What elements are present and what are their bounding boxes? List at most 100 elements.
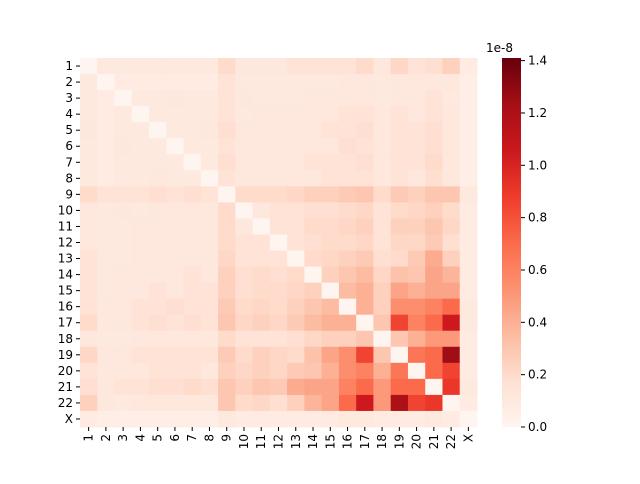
heatmap-cell	[442, 378, 461, 396]
heatmap-cell	[200, 378, 219, 396]
heatmap-cell	[269, 346, 288, 364]
heatmap-cell	[338, 362, 357, 380]
heatmap-cell	[269, 314, 288, 332]
heatmap-cell	[425, 234, 443, 252]
heatmap-cell	[114, 122, 133, 139]
heatmap-cell	[425, 74, 443, 91]
y-tick-label: 10	[58, 203, 73, 217]
heatmap-cell	[338, 90, 357, 107]
heatmap-cell	[338, 138, 357, 155]
heatmap-cell	[166, 106, 185, 123]
heatmap-cell	[200, 186, 219, 203]
heatmap-cell	[80, 122, 98, 139]
heatmap-cell	[459, 106, 478, 123]
heatmap-cell	[235, 362, 254, 380]
heatmap-cell	[287, 378, 305, 396]
heatmap-cell	[321, 202, 340, 219]
heatmap-cell	[407, 138, 426, 155]
heatmap-cell	[218, 218, 236, 235]
heatmap-cell	[218, 346, 236, 364]
heatmap-cell	[183, 234, 202, 252]
heatmap-cell	[442, 186, 461, 203]
heatmap-cell	[338, 106, 357, 123]
heatmap-cell	[235, 90, 254, 107]
heatmap-cell	[97, 298, 116, 316]
heatmap-cell	[269, 394, 288, 412]
heatmap-cell	[252, 346, 271, 364]
heatmap-cell	[407, 106, 426, 123]
heatmap-cell	[304, 202, 323, 219]
heatmap-cell	[373, 282, 392, 300]
heatmap-cell	[183, 170, 202, 187]
heatmap-cell	[149, 298, 167, 316]
heatmap-cell	[338, 58, 357, 75]
heatmap-cell	[356, 346, 374, 364]
heatmap-cell	[459, 266, 478, 284]
heatmap-cell	[338, 266, 357, 284]
heatmap-cell	[356, 234, 374, 252]
heatmap-cell	[459, 394, 478, 412]
heatmap-cell	[304, 346, 323, 364]
heatmap-cell	[356, 74, 374, 91]
heatmap-cell	[218, 122, 236, 139]
heatmap-cell	[114, 266, 133, 284]
heatmap-cell	[338, 234, 357, 252]
heatmap-cell	[166, 410, 185, 428]
heatmap-cell	[269, 266, 288, 284]
heatmap-cell	[252, 378, 271, 396]
heatmap-cell	[304, 330, 323, 348]
heatmap-cell	[373, 394, 392, 412]
heatmap-cell	[218, 410, 236, 428]
heatmap-cell	[80, 410, 98, 428]
heatmap-cell	[131, 378, 150, 396]
heatmap-cell	[80, 90, 98, 107]
y-tick-label: 22	[58, 396, 73, 410]
heatmap-cell	[287, 314, 305, 332]
heatmap-cell	[321, 394, 340, 412]
heatmap-cell	[442, 314, 461, 332]
y-tick-label: 6	[65, 139, 73, 153]
heatmap-cell	[131, 298, 150, 316]
heatmap-cell	[166, 234, 185, 252]
heatmap-cell	[287, 346, 305, 364]
heatmap-cell	[407, 394, 426, 412]
heatmap-cell	[269, 202, 288, 219]
heatmap-cell	[97, 346, 116, 364]
heatmap-cell	[149, 346, 167, 364]
heatmap-cell	[235, 330, 254, 348]
x-tick-label: 5	[151, 434, 165, 442]
heatmap-cell	[269, 410, 288, 428]
colorbar-tick-label: 0.8	[528, 211, 547, 225]
heatmap-cell	[407, 250, 426, 268]
heatmap-cell	[287, 362, 305, 380]
x-tick-label: 2	[99, 434, 113, 442]
heatmap-cell	[114, 106, 133, 123]
heatmap-cell	[442, 106, 461, 123]
heatmap-cell	[183, 282, 202, 300]
heatmap-cell	[166, 58, 185, 75]
heatmap-cell	[425, 58, 443, 75]
heatmap-cell	[356, 186, 374, 203]
heatmap-cell	[97, 234, 116, 252]
x-tick-label: 18	[375, 434, 389, 449]
x-tick-label: 11	[254, 434, 268, 449]
heatmap-cell	[459, 218, 478, 235]
heatmap-cell	[97, 154, 116, 171]
heatmap-cell	[149, 410, 167, 428]
heatmap-cell	[425, 266, 443, 284]
heatmap-cell	[425, 90, 443, 107]
heatmap-cell	[252, 266, 271, 284]
heatmap-cell	[252, 106, 271, 123]
heatmap-cell	[183, 218, 202, 235]
heatmap-cell	[183, 394, 202, 412]
x-tick-label: 3	[116, 434, 130, 442]
heatmap-cell	[183, 58, 202, 75]
heatmap-cell	[407, 330, 426, 348]
heatmap-cell	[459, 74, 478, 91]
heatmap-cell	[131, 106, 150, 123]
heatmap-cell	[97, 58, 116, 75]
heatmap-cell	[321, 90, 340, 107]
heatmap-cell	[356, 58, 374, 75]
heatmap-cell	[356, 378, 374, 396]
heatmap-cell	[252, 410, 271, 428]
